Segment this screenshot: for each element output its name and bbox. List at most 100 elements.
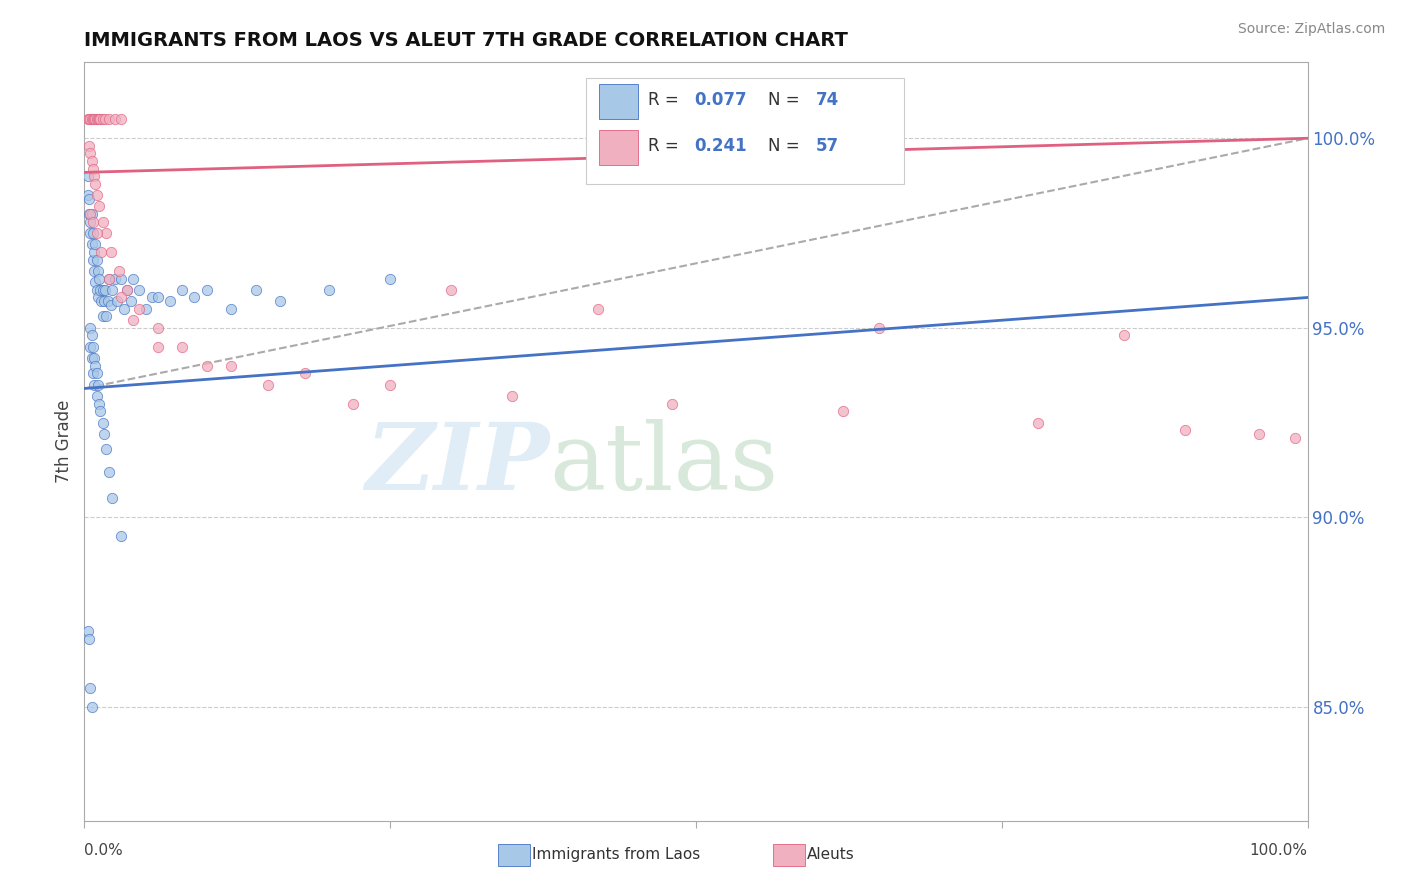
Point [219, 301, 242, 316]
Point [110, 290, 132, 304]
Point [87, 377, 110, 392]
Point [82, 340, 104, 354]
Point [96, 226, 118, 240]
Point [82, 252, 104, 267]
Point [83, 377, 105, 392]
Point [1174, 423, 1197, 437]
Point [219, 359, 242, 373]
Point [502, 389, 524, 403]
Point [80, 153, 103, 168]
Point [77, 112, 100, 127]
Point [80, 351, 103, 365]
Point [91, 283, 114, 297]
Point [80, 328, 103, 343]
Point [245, 283, 267, 297]
Point [831, 404, 853, 418]
Point [84, 359, 107, 373]
Text: Immigrants from Laos: Immigrants from Laos [531, 847, 700, 862]
Point [195, 359, 218, 373]
Point [96, 442, 118, 456]
Point [661, 396, 683, 410]
Point [112, 301, 135, 316]
Point [77, 624, 100, 638]
Point [100, 244, 122, 259]
Point [79, 207, 101, 221]
Point [1247, 426, 1270, 441]
Point [1114, 328, 1136, 343]
Text: N =: N = [768, 91, 806, 110]
Text: N =: N = [768, 136, 806, 155]
Point [77, 207, 100, 221]
Point [77, 112, 100, 127]
Point [80, 699, 103, 714]
Point [257, 377, 280, 392]
Point [86, 112, 108, 127]
Point [1028, 416, 1050, 430]
Point [146, 290, 169, 304]
Point [269, 294, 291, 309]
Point [83, 112, 105, 127]
Point [91, 214, 114, 228]
Point [146, 340, 169, 354]
Point [87, 290, 110, 304]
Point [97, 112, 120, 127]
Text: Aleuts: Aleuts [807, 847, 855, 862]
Point [104, 112, 127, 127]
Point [107, 264, 129, 278]
Point [80, 207, 103, 221]
Point [87, 112, 110, 127]
Point [80, 237, 103, 252]
Point [128, 283, 150, 297]
Point [84, 275, 107, 289]
Point [94, 112, 117, 127]
FancyBboxPatch shape [586, 78, 904, 184]
Point [380, 271, 402, 285]
Point [87, 199, 110, 213]
Point [91, 310, 114, 324]
Point [77, 632, 100, 646]
Point [79, 320, 101, 334]
Text: 0.241: 0.241 [695, 136, 748, 155]
Point [83, 264, 105, 278]
Point [87, 112, 110, 127]
Point [83, 351, 105, 365]
Text: 57: 57 [815, 136, 839, 155]
Point [115, 283, 138, 297]
Point [90, 294, 112, 309]
Point [172, 283, 194, 297]
Text: 0.077: 0.077 [695, 91, 748, 110]
Point [93, 294, 115, 309]
Point [97, 465, 120, 479]
Point [122, 313, 145, 327]
Point [94, 283, 117, 297]
Point [86, 188, 108, 202]
Text: R =: R = [648, 91, 685, 110]
Point [586, 301, 609, 316]
Point [89, 404, 111, 418]
FancyBboxPatch shape [773, 844, 804, 866]
Point [84, 112, 107, 127]
Point [128, 301, 150, 316]
Point [342, 396, 364, 410]
Point [84, 237, 107, 252]
Point [86, 252, 108, 267]
Point [83, 244, 105, 259]
Point [104, 271, 127, 285]
Point [86, 389, 108, 403]
Point [318, 283, 340, 297]
Point [82, 161, 104, 176]
FancyBboxPatch shape [498, 844, 530, 866]
Point [87, 396, 110, 410]
Point [110, 529, 132, 543]
Point [869, 320, 891, 334]
Point [87, 264, 110, 278]
Y-axis label: 7th Grade: 7th Grade [55, 400, 73, 483]
Point [101, 283, 124, 297]
Text: ZIP: ZIP [366, 419, 550, 509]
Point [100, 298, 122, 312]
Text: atlas: atlas [550, 419, 779, 509]
Point [91, 416, 114, 430]
Point [86, 226, 108, 240]
Text: 0.0%: 0.0% [84, 844, 124, 858]
Point [183, 290, 205, 304]
